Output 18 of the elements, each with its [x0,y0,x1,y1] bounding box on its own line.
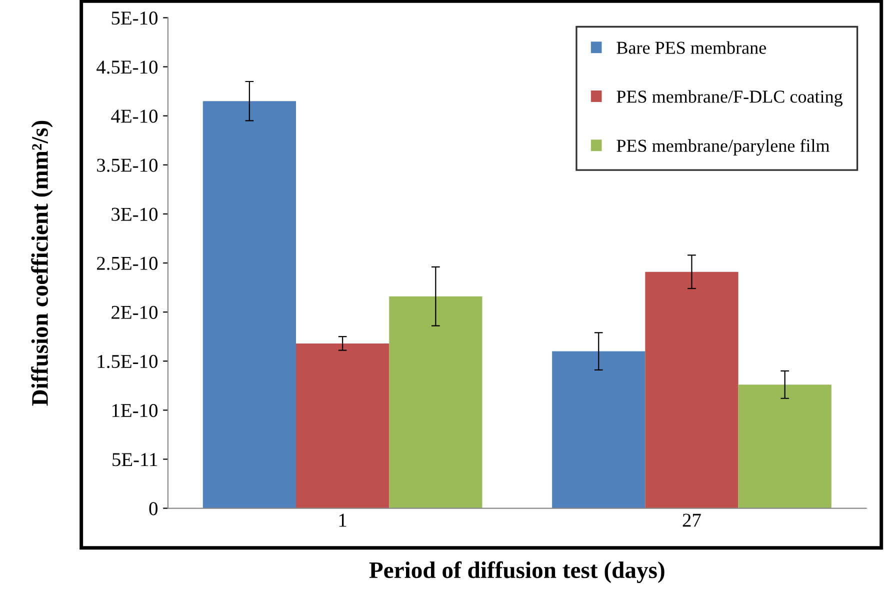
y-tick-label: 2.5E-10 [96,256,158,270]
y-tick-label: 2E-10 [112,306,158,319]
y-tick-label: 1E-10 [112,404,158,418]
x-axis-title: Period of diffusion test (days) [369,561,664,584]
legend-label: PES membrane/F-DLC coating [616,90,843,106]
y-tick-label: 1.5E-10 [98,354,158,368]
y-axis-title: Diffusion coefficient (mm²/s) [31,120,53,406]
legend-label: Bare PES membrane [616,41,766,54]
y-tick-label: 4.5E-10 [96,60,158,74]
y-tick-label: 0 [149,502,158,516]
y-tick-label: 3.5E-10 [97,158,158,172]
y-tick-label: 5E-10 [112,12,158,25]
y-tick-label: 4E-10 [111,110,158,123]
y-tick-label: 3E-10 [112,208,158,221]
y-tick-label: 5E-11 [112,453,158,466]
x-tick-label: 1 [339,514,346,527]
legend-label: PES membrane/parylene film [616,139,830,156]
x-tick-label: 27 [682,514,701,527]
